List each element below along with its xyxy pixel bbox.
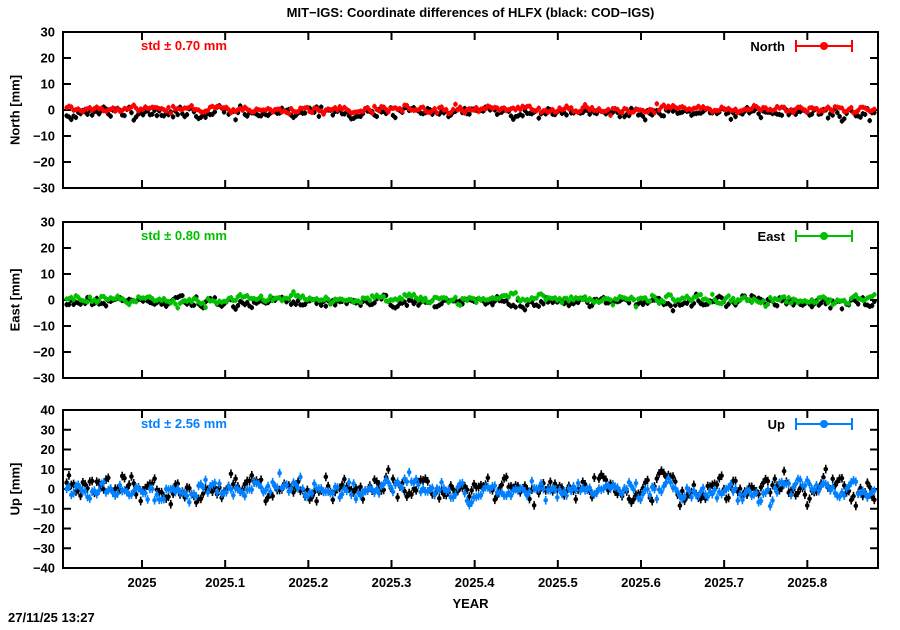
y-tick-label: 30 <box>41 215 55 230</box>
std-annotation-east: std ± 0.80 mm <box>141 228 227 243</box>
x-tick-label: 2025.2 <box>288 575 328 590</box>
y-axis-label-east: East [mm] <box>7 268 23 332</box>
panel-frame <box>62 221 879 379</box>
y-tick-label: 20 <box>41 51 55 66</box>
y-tick-label: −10 <box>33 501 55 516</box>
y-tick-label: 0 <box>48 482 55 497</box>
legend-label-north: North <box>750 38 785 54</box>
legend-north: North <box>750 36 855 56</box>
series-up-mit <box>64 467 877 511</box>
legend-label-east: East <box>757 228 785 244</box>
legend-east: East <box>758 226 855 246</box>
chart-title: MIT−IGS: Coordinate differences of HLFX … <box>286 5 655 20</box>
timestamp: 27/11/25 13:27 <box>8 610 95 625</box>
y-tick-label: −30 <box>33 371 55 386</box>
y-tick-label: 0 <box>48 103 55 118</box>
y-tick-label: 20 <box>41 442 55 457</box>
errorbar-glyph-north <box>795 40 853 52</box>
y-tick-label: −30 <box>33 541 55 556</box>
y-tick-label: 0 <box>48 293 55 308</box>
y-tick-label: 40 <box>41 403 55 418</box>
y-tick-label: −20 <box>33 345 55 360</box>
panel-frame <box>62 409 879 569</box>
x-axis-label: YEAR <box>452 596 489 611</box>
y-tick-label: −30 <box>33 181 55 196</box>
y-tick-label: −20 <box>33 521 55 536</box>
x-tick-label: 2025.8 <box>787 575 827 590</box>
x-tick-label: 2025.4 <box>455 575 496 590</box>
std-annotation-north: std ± 0.70 mm <box>141 38 227 53</box>
y-axis-label-north: North [mm] <box>7 74 23 146</box>
x-tick-label: 2025.1 <box>205 575 245 590</box>
y-tick-label: 10 <box>41 462 55 477</box>
x-tick-label: 2025.5 <box>538 575 578 590</box>
panel-frame <box>62 31 879 189</box>
panel-east: −30 −20 −10 0 10 20 30 <box>33 215 879 386</box>
x-tick-label: 2025.3 <box>372 575 412 590</box>
x-tick-label: 2025.7 <box>704 575 744 590</box>
errorbar-glyph-up <box>795 418 853 430</box>
y-tick-label: −20 <box>33 155 55 170</box>
panel-up: −40 −30 −20 −10 0 10 20 30 40 2025 2025.1 2025.2 202… <box>33 403 879 590</box>
panel-north: −30 −20 −10 0 10 20 30 <box>33 25 879 196</box>
y-tick-label: −40 <box>33 561 55 576</box>
y-tick-label: −10 <box>33 319 55 334</box>
x-tick-label: 2025.6 <box>621 575 661 590</box>
legend-label-up: Up <box>767 416 785 432</box>
y-tick-label: 10 <box>41 267 55 282</box>
y-tick-label: 10 <box>41 77 55 92</box>
y-tick-label: 30 <box>41 422 55 437</box>
y-axis-label-up: Up [mm] <box>7 462 23 516</box>
y-tick-label: −10 <box>33 129 55 144</box>
x-tick-label: 2025 <box>128 575 157 590</box>
std-annotation-up: std ± 2.56 mm <box>141 416 227 431</box>
series-east-mit <box>64 289 877 311</box>
y-tick-label: 20 <box>41 241 55 256</box>
errorbar-glyph-east <box>795 230 853 242</box>
series-north-mit <box>64 101 877 118</box>
y-tick-label: 30 <box>41 25 55 40</box>
legend-up: Up <box>768 414 855 434</box>
